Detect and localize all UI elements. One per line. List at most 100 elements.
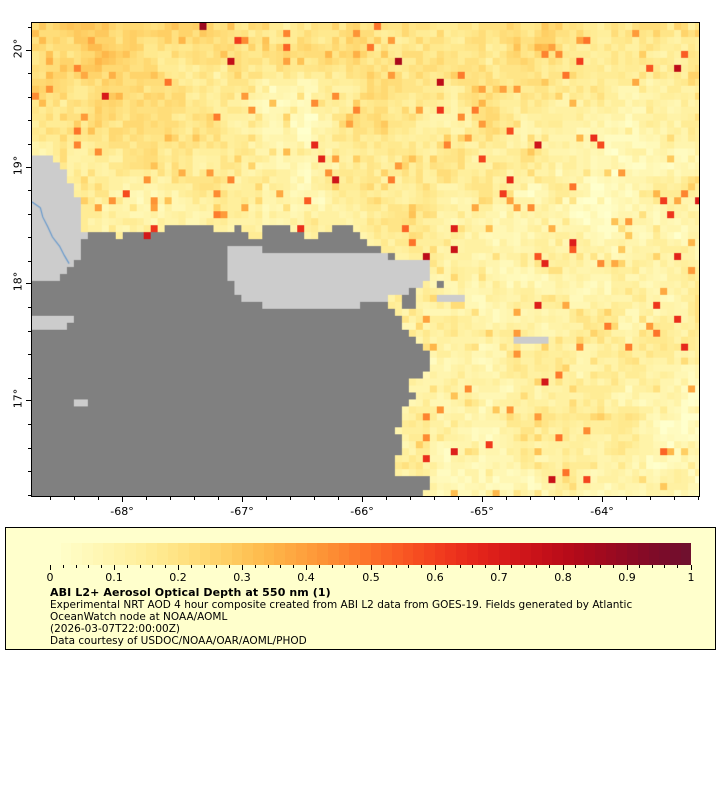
colorbar-label: 0.3 xyxy=(233,571,251,584)
x-axis-label: -67° xyxy=(230,505,254,518)
y-tick-minor xyxy=(28,354,31,355)
colorbar-tick-minor xyxy=(460,565,461,568)
colorbar-swatch xyxy=(552,543,563,565)
colorbar-tick-major xyxy=(242,565,243,570)
x-tick-minor xyxy=(218,497,219,500)
colorbar-tick-minor xyxy=(408,565,409,568)
x-tick-minor xyxy=(194,497,195,500)
colorbar-tick-minor xyxy=(229,565,230,568)
colorbar-swatch xyxy=(274,543,286,565)
map-plot-area[interactable] xyxy=(31,22,700,497)
x-tick-minor xyxy=(554,497,555,500)
x-tick-minor xyxy=(290,497,291,500)
colorbar-swatch xyxy=(199,543,211,565)
y-tick-minor xyxy=(28,307,31,308)
colorbar-swatch xyxy=(381,543,392,565)
x-tick-minor xyxy=(506,497,507,500)
colorbar-swatch xyxy=(103,543,115,565)
colorbar-tick-minor xyxy=(268,565,269,568)
colorbar-tick-minor xyxy=(76,565,77,568)
y-tick-major xyxy=(26,283,31,284)
y-axis-label: 17° xyxy=(11,388,25,409)
colorbar-swatch xyxy=(253,543,264,565)
y-tick-minor xyxy=(28,214,31,215)
colorbar-tick-minor xyxy=(524,565,525,568)
colorbar-label: 0.7 xyxy=(490,571,508,584)
colorbar-swatch xyxy=(146,543,157,565)
colorbar-swatch xyxy=(306,543,318,565)
colorbar-swatch xyxy=(488,543,499,565)
x-tick-major xyxy=(362,497,363,502)
legend-timestamp: (2026-03-07T22:00:00Z) xyxy=(50,623,180,635)
colorbar-swatch xyxy=(402,543,414,565)
colorbar-tick-minor xyxy=(536,565,537,568)
x-tick-minor xyxy=(266,497,267,500)
colorbar-swatch xyxy=(605,543,617,565)
colorbar-swatch xyxy=(595,543,606,565)
y-tick-minor xyxy=(28,424,31,425)
x-axis-label: -65° xyxy=(470,505,494,518)
colorbar-tick-minor xyxy=(319,565,320,568)
colorbar xyxy=(50,543,692,565)
legend-courtesy: Data courtesy of USDOC/NOAA/OAR/AOML/PHO… xyxy=(50,635,307,647)
y-tick-minor xyxy=(28,120,31,121)
x-axis-label: -68° xyxy=(110,505,134,518)
colorbar-tick-minor xyxy=(216,565,217,568)
colorbar-tick-minor xyxy=(280,565,281,568)
colorbar-label: 1 xyxy=(687,571,695,584)
colorbar-tick-minor xyxy=(677,565,678,568)
colorbar-tick-minor xyxy=(472,565,473,568)
x-tick-minor xyxy=(338,497,339,500)
colorbar-swatch xyxy=(541,543,553,565)
colorbar-swatch xyxy=(434,543,446,565)
colorbar-tick-minor xyxy=(639,565,640,568)
legend-title: ABI L2+ Aerosol Optical Depth at 550 nm … xyxy=(50,586,331,599)
x-tick-minor xyxy=(98,497,99,500)
colorbar-tick-minor xyxy=(447,565,448,568)
colorbar-swatch xyxy=(530,543,542,565)
y-tick-major xyxy=(26,400,31,401)
colorbar-swatch xyxy=(627,543,638,565)
colorbar-swatch xyxy=(210,543,221,565)
colorbar-tick-minor xyxy=(152,565,153,568)
colorbar-swatch xyxy=(659,543,670,565)
colorbar-swatch xyxy=(424,543,435,565)
y-tick-minor xyxy=(28,190,31,191)
y-tick-minor xyxy=(28,261,31,262)
colorbar-swatch xyxy=(92,543,104,565)
colorbar-swatch xyxy=(349,543,360,565)
y-tick-minor xyxy=(28,144,31,145)
colorbar-label: 0.9 xyxy=(618,571,636,584)
colorbar-tick-minor xyxy=(191,565,192,568)
colorbar-swatch xyxy=(82,543,93,565)
colorbar-tick-minor xyxy=(652,565,653,568)
colorbar-swatch xyxy=(242,543,254,565)
colorbar-label: 0.4 xyxy=(297,571,315,584)
colorbar-swatch xyxy=(71,543,83,565)
colorbar-swatch xyxy=(231,543,243,565)
y-tick-minor xyxy=(28,27,31,28)
colorbar-tick-minor xyxy=(332,565,333,568)
x-tick-minor xyxy=(434,497,435,500)
x-tick-major xyxy=(122,497,123,502)
colorbar-tick-minor xyxy=(140,565,141,568)
y-tick-minor xyxy=(28,73,31,74)
aod-heatmap-canvas xyxy=(32,23,699,496)
x-tick-minor xyxy=(410,497,411,500)
colorbar-swatch xyxy=(135,543,147,565)
colorbar-tick-minor xyxy=(396,565,397,568)
x-tick-major xyxy=(242,497,243,502)
colorbar-tick-minor xyxy=(600,565,601,568)
colorbar-swatch xyxy=(327,543,339,565)
colorbar-tick-minor xyxy=(63,565,64,568)
colorbar-swatch xyxy=(392,543,403,565)
colorbar-tick-major xyxy=(499,565,500,570)
colorbar-swatch xyxy=(509,543,521,565)
colorbar-tick-minor xyxy=(383,565,384,568)
colorbar-swatch xyxy=(178,543,189,565)
colorbar-swatch xyxy=(338,543,350,565)
colorbar-swatch xyxy=(648,543,660,565)
colorbar-tick-minor xyxy=(165,565,166,568)
y-axis-label: 19° xyxy=(11,155,25,176)
colorbar-swatch xyxy=(637,543,649,565)
